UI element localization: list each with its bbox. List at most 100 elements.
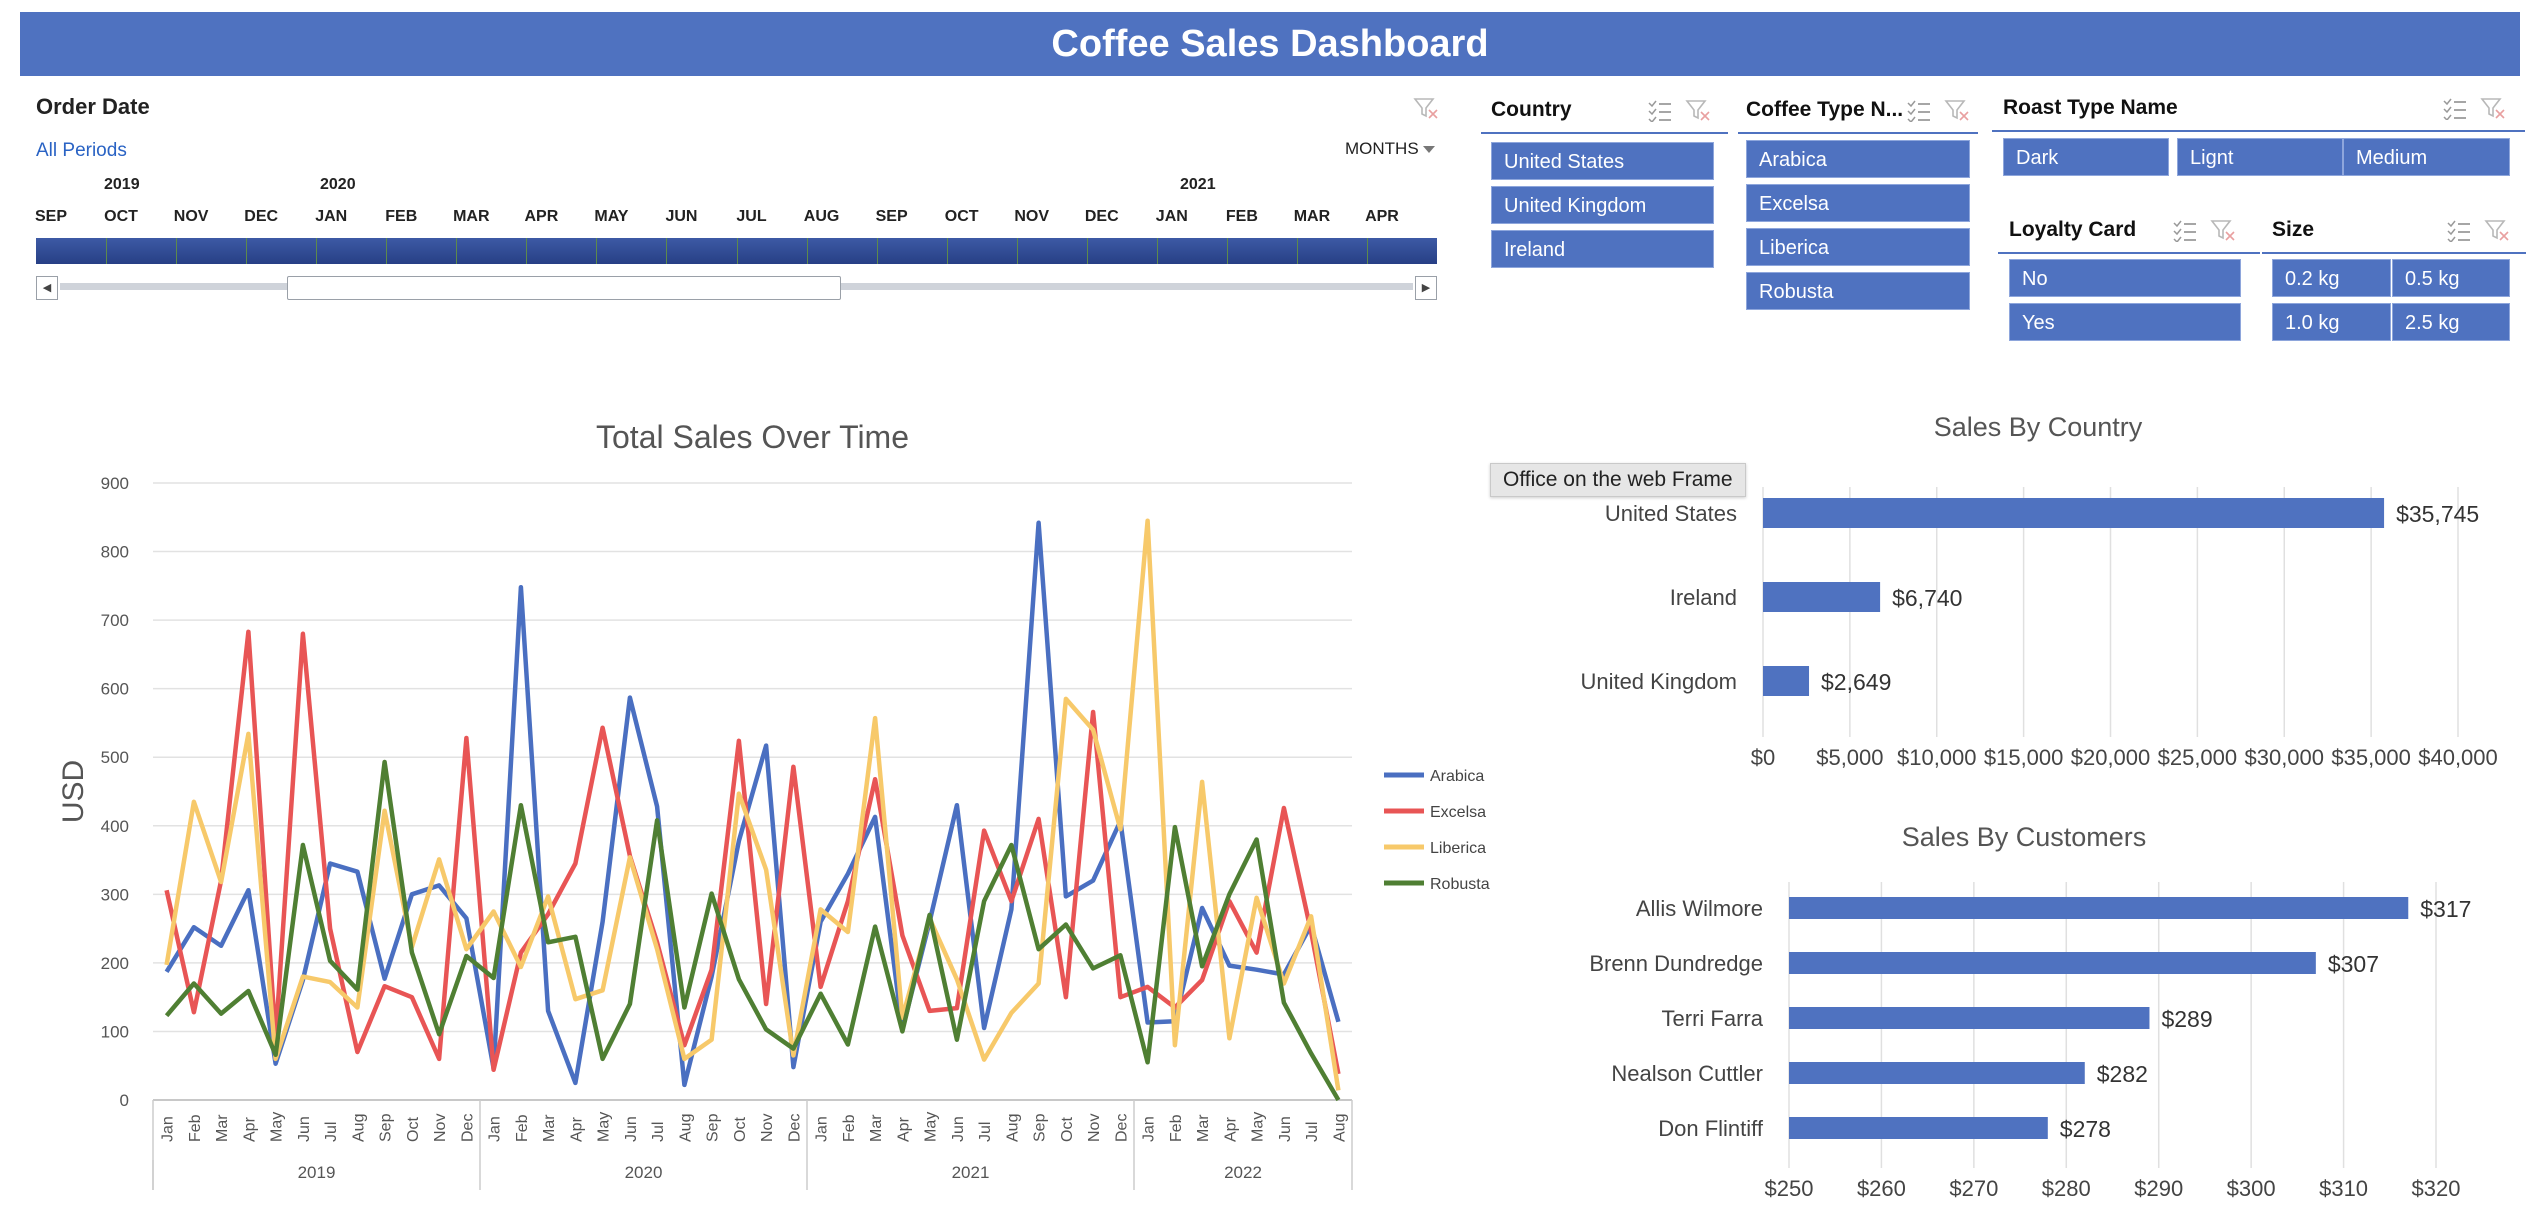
timeline-month-divider bbox=[736, 238, 738, 264]
roast-type-slicer-item[interactable]: Lignt bbox=[2177, 138, 2343, 176]
customer-bar bbox=[1789, 1117, 2048, 1139]
y-tick-label: 700 bbox=[101, 611, 129, 630]
x-tick-label: Nov bbox=[432, 1114, 449, 1142]
x-tick-label: $280 bbox=[2042, 1176, 2091, 1201]
coffee-type-slicer-divider bbox=[1738, 132, 1978, 134]
clear-filter-icon[interactable] bbox=[2210, 218, 2236, 242]
data-label: $289 bbox=[2161, 1006, 2212, 1032]
multi-select-icon[interactable] bbox=[2446, 218, 2472, 242]
multi-select-icon[interactable] bbox=[1906, 98, 1932, 122]
y-tick-label: 0 bbox=[120, 1091, 129, 1110]
country-slicer-item[interactable]: United Kingdom bbox=[1491, 186, 1714, 224]
timeline-month[interactable]: FEB bbox=[385, 208, 418, 225]
clear-filter-icon[interactable] bbox=[2480, 96, 2506, 120]
clear-filter-icon[interactable] bbox=[2484, 218, 2510, 242]
scroll-right-icon[interactable]: ▶ bbox=[1415, 276, 1437, 300]
chevron-down-icon[interactable] bbox=[1423, 146, 1435, 153]
sales-by-customers-chart: Sales By Customers $250 $260 $270 $280 $290 $3… bbox=[1589, 822, 2471, 1201]
timeline-level-dropdown[interactable]: MONTHS bbox=[1345, 139, 1419, 158]
x-tick-label: Jun bbox=[296, 1116, 313, 1142]
timeline-month[interactable]: MAR bbox=[1293, 208, 1331, 225]
roast-type-slicer-item[interactable]: Medium bbox=[2343, 138, 2510, 176]
x-tick-label: $310 bbox=[2319, 1176, 2368, 1201]
timeline-year: 2020 bbox=[320, 176, 356, 193]
x-tick-label: Sep bbox=[705, 1113, 722, 1142]
category-label: Brenn Dundredge bbox=[1589, 951, 1763, 976]
timeline-month[interactable]: NOV bbox=[173, 208, 209, 225]
x-tick-label: Jul bbox=[1304, 1122, 1321, 1142]
multi-select-icon[interactable] bbox=[2172, 218, 2198, 242]
timeline-month[interactable]: JUN bbox=[665, 208, 698, 225]
data-label: $278 bbox=[2060, 1116, 2111, 1142]
timeline-month[interactable]: SEP bbox=[35, 208, 68, 225]
x-tick-label: Oct bbox=[1059, 1117, 1076, 1142]
y-tick-label: 800 bbox=[101, 543, 129, 562]
clear-filter-icon[interactable] bbox=[1685, 98, 1711, 122]
timeline-month[interactable]: JAN bbox=[1155, 208, 1188, 225]
timeline-month[interactable]: OCT bbox=[944, 208, 979, 225]
coffee-type-slicer-item[interactable]: Excelsa bbox=[1746, 184, 1970, 222]
timeline-month[interactable]: FEB bbox=[1225, 208, 1258, 225]
timeline-month[interactable]: DEC bbox=[244, 208, 279, 225]
timeline-month-divider bbox=[246, 238, 248, 264]
roast-type-slicer-item[interactable]: Dark bbox=[2003, 138, 2169, 176]
timeline-month[interactable]: DEC bbox=[1084, 208, 1119, 225]
timeline-month[interactable]: APR bbox=[1365, 208, 1399, 225]
timeline-month[interactable]: JUL bbox=[736, 208, 767, 225]
size-slicer-item[interactable]: 0.5 kg bbox=[2392, 259, 2510, 297]
timeline-month[interactable]: MAY bbox=[594, 208, 629, 225]
x-group-label: 2020 bbox=[625, 1163, 663, 1182]
x-tick-label: Feb bbox=[841, 1114, 858, 1142]
timeline-month-divider bbox=[176, 238, 178, 264]
loyalty-card-slicer-title: Loyalty Card bbox=[2009, 218, 2137, 241]
x-tick-label: Jul bbox=[977, 1122, 994, 1142]
x-tick-label: Oct bbox=[405, 1117, 422, 1142]
roast-type-slicer-divider bbox=[1992, 130, 2525, 132]
x-tick-label: Jan bbox=[1141, 1116, 1158, 1142]
timeline-month[interactable]: NOV bbox=[1014, 208, 1050, 225]
multi-select-icon[interactable] bbox=[1647, 98, 1673, 122]
x-group-label: 2019 bbox=[298, 1163, 336, 1182]
category-label: United Kingdom bbox=[1580, 669, 1737, 694]
series-line-liberica bbox=[164, 518, 1341, 1091]
y-tick-label: 300 bbox=[101, 885, 129, 904]
size-slicer-item[interactable]: 2.5 kg bbox=[2392, 303, 2510, 341]
country-slicer-item[interactable]: United States bbox=[1491, 142, 1714, 180]
size-slicer-item[interactable]: 0.2 kg bbox=[2272, 259, 2391, 297]
x-tick-label: Mar bbox=[541, 1114, 558, 1142]
clear-filter-icon[interactable] bbox=[1413, 96, 1439, 120]
scroll-left-icon[interactable]: ◀ bbox=[36, 276, 58, 300]
x-tick-label: Nov bbox=[1086, 1114, 1103, 1142]
coffee-type-slicer-item[interactable]: Arabica bbox=[1746, 140, 1970, 178]
timeline-month[interactable]: SEP bbox=[875, 208, 908, 225]
loyalty-card-slicer-item[interactable]: No bbox=[2009, 259, 2241, 297]
timeline-month[interactable]: JAN bbox=[315, 208, 348, 225]
multi-select-icon[interactable] bbox=[2442, 96, 2468, 120]
dashboard-title: Coffee Sales Dashboard bbox=[20, 12, 2520, 76]
timeline-scrollbar-thumb[interactable] bbox=[287, 276, 841, 300]
y-tick-label: 100 bbox=[101, 1022, 129, 1041]
timeline-month-divider bbox=[526, 238, 528, 264]
total-sales-line-chart: Total Sales Over Time USD 0 100 200 300 400 500… bbox=[57, 419, 1490, 1190]
country-slicer-item[interactable]: Ireland bbox=[1491, 230, 1714, 268]
clear-filter-icon[interactable] bbox=[1944, 98, 1970, 122]
timeline-month[interactable]: OCT bbox=[104, 208, 138, 225]
timeline-month[interactable]: APR bbox=[524, 208, 559, 225]
legend-label: Arabica bbox=[1430, 768, 1484, 785]
x-tick-label: Jun bbox=[1277, 1116, 1294, 1142]
x-tick-label: Mar bbox=[214, 1114, 231, 1142]
customer-bar bbox=[1789, 1062, 2085, 1084]
x-tick-label: $35,000 bbox=[2331, 745, 2411, 770]
x-tick-label: Jun bbox=[623, 1116, 640, 1142]
coffee-type-slicer-item[interactable]: Liberica bbox=[1746, 228, 1970, 266]
size-slicer-divider bbox=[2262, 252, 2526, 254]
timeline-month[interactable]: MAR bbox=[453, 208, 490, 225]
y-tick-label: 400 bbox=[101, 817, 129, 836]
category-label: United States bbox=[1605, 501, 1737, 526]
loyalty-card-slicer-item[interactable]: Yes bbox=[2009, 303, 2241, 341]
timeline-month[interactable]: AUG bbox=[803, 208, 840, 225]
size-slicer-item[interactable]: 1.0 kg bbox=[2272, 303, 2391, 341]
coffee-type-slicer-item[interactable]: Robusta bbox=[1746, 272, 1970, 310]
x-tick-label: $270 bbox=[1949, 1176, 1998, 1201]
timeline-month-divider bbox=[946, 238, 948, 264]
